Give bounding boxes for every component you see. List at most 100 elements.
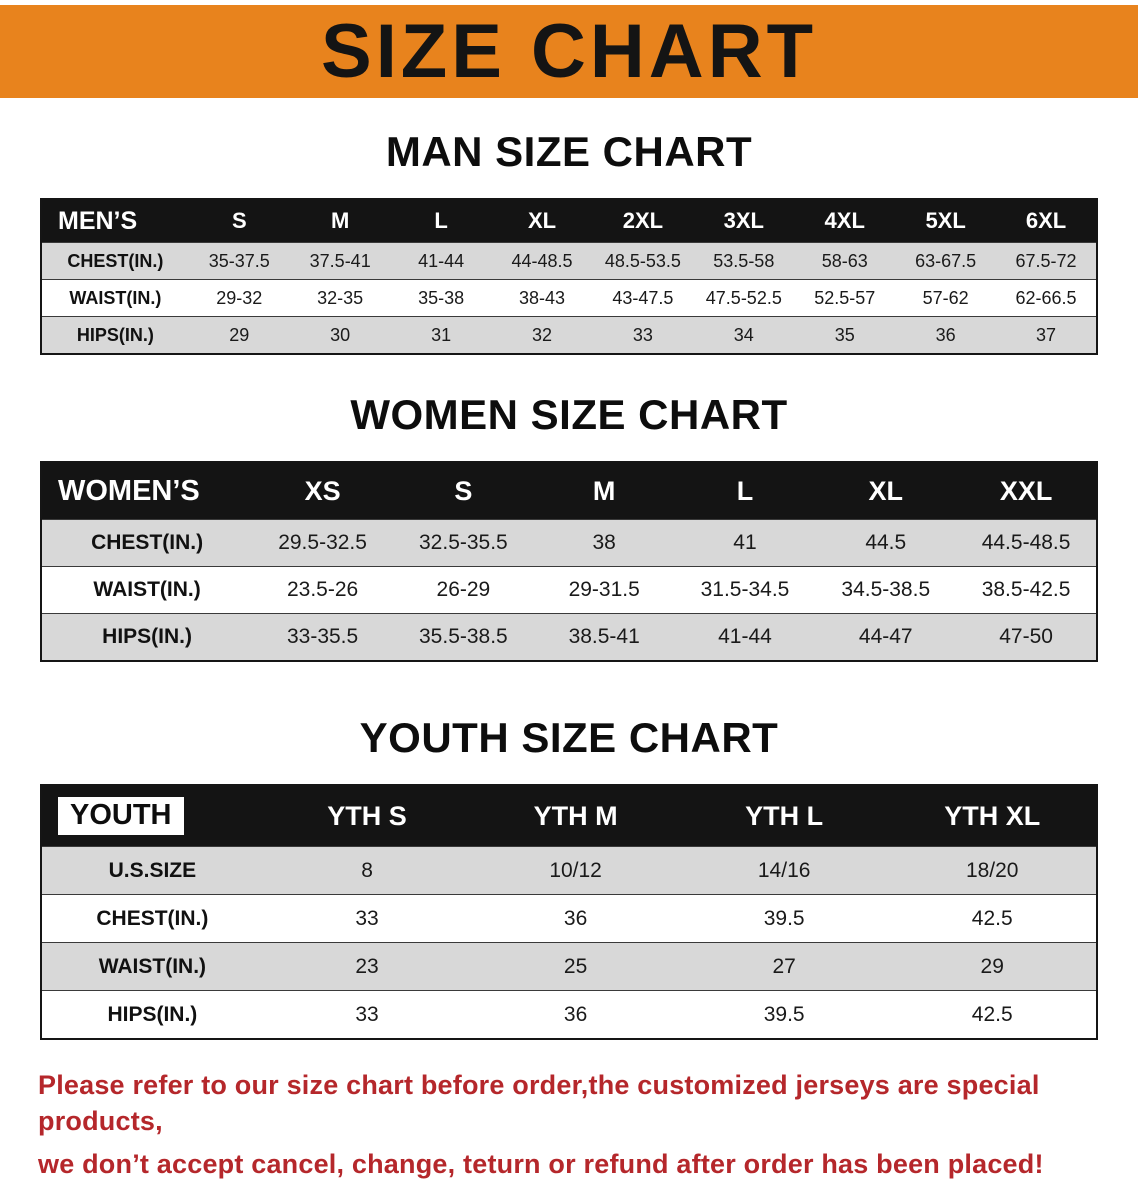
size-value: 32-35	[317, 287, 364, 308]
size-column-header: M	[289, 199, 391, 243]
size-value: 37	[1036, 324, 1057, 345]
size-value: 41-44	[418, 250, 465, 271]
size-column-header: XS	[252, 462, 393, 520]
size-value: 58-63	[821, 250, 868, 271]
size-column-header-text: M	[592, 475, 616, 506]
measurement-label: WAIST(IN.)	[98, 954, 207, 978]
table-corner-label-text: YOUTH	[58, 797, 184, 835]
size-value: 44-47	[858, 625, 913, 648]
size-value: 44.5	[865, 531, 907, 554]
size-value: 39.5	[763, 906, 805, 930]
size-value: 41	[733, 531, 757, 554]
size-value: 18/20	[965, 858, 1019, 882]
size-value: 62-66.5	[1015, 287, 1077, 308]
size-value: 36	[563, 906, 588, 930]
size-value: 34	[733, 324, 754, 345]
size-value: 32	[531, 324, 553, 345]
size-value: 29	[980, 954, 1004, 978]
measurement-label: HIPS(IN.)	[102, 625, 193, 648]
size-value: 44.5-48.5	[981, 531, 1071, 554]
table-row: WAIST(IN.) 29-32 32-35 35-38 38-43 43-47.5 47.…	[41, 279, 1097, 317]
size-column-header-text: L	[736, 475, 754, 506]
measurement-label: CHEST(IN.)	[91, 531, 204, 554]
banner: SIZE CHART	[0, 5, 1138, 98]
size-value: 43-47.5	[612, 287, 674, 308]
table-row: CHEST(IN.) 35-37.5 37.5-41 41-44 44-48.5 48.5…	[41, 242, 1097, 280]
size-value: 8	[361, 858, 373, 882]
size-value: 26-29	[436, 578, 491, 601]
size-value: 48.5-53.5	[604, 250, 681, 271]
women-size-section: WOMEN SIZE CHART WOMEN’S XS S M L XL XXL CHEST(…	[0, 391, 1138, 662]
size-value: 36	[935, 324, 956, 345]
table-corner-label: WOMEN’S	[41, 462, 253, 520]
size-value: 57-62	[922, 287, 969, 308]
size-value: 33-35.5	[286, 625, 359, 648]
size-value: 38	[592, 531, 616, 554]
size-column-header: L	[390, 199, 492, 243]
size-column-header: YTH M	[471, 785, 680, 847]
table-corner-label-text: WOMEN’S	[58, 474, 200, 507]
size-chart-page: SIZE CHART MAN SIZE CHART MEN’S S M L XL 2XL 3…	[0, 5, 1138, 1183]
size-column-header: YTH L	[679, 785, 889, 847]
table-row: CHEST(IN.) 33 36 39.5 42.5	[41, 894, 1097, 943]
size-value: 37.5-41	[309, 250, 371, 271]
size-value: 39.5	[763, 1002, 805, 1026]
measurement-label: WAIST(IN.)	[93, 578, 201, 601]
size-value: 41-44	[718, 625, 772, 648]
size-value: 10/12	[549, 858, 602, 882]
table-row: HIPS(IN.) 33 36 39.5 42.5	[41, 990, 1097, 1039]
size-column-header-text: YTH M	[533, 800, 618, 831]
size-value: 47-50	[999, 625, 1053, 648]
size-column-header-text: YTH S	[327, 800, 407, 831]
size-value: 35	[834, 324, 855, 345]
size-value: 33	[355, 1002, 379, 1026]
youth-section-heading: YOUTH SIZE CHART	[359, 714, 779, 761]
size-value: 67.5-72	[1015, 250, 1077, 271]
table-row: U.S.SIZE 8 10/12 14/16 18/20	[41, 846, 1097, 895]
size-column-header-text: XS	[304, 475, 341, 506]
table-row: WAIST(IN.) 23.5-26 26-29 29-31.5 31.5-34.5 34…	[41, 566, 1097, 614]
size-column-header-text: XL	[527, 208, 557, 233]
men-size-table: MEN’S S M L XL 2XL 3XL 4XL 5XL 6XL CHEST(IN.) 35-37…	[40, 198, 1098, 355]
size-column-header: YTH XL	[888, 785, 1097, 847]
size-column-header-text: L	[434, 208, 448, 233]
size-column-header-text: XXL	[999, 475, 1053, 506]
size-value: 35-38	[418, 287, 465, 308]
disclaimer-line-1: Please refer to our size chart before or…	[38, 1070, 1040, 1136]
size-column-header-text: 2XL	[622, 208, 664, 233]
women-size-table: WOMEN’S XS S M L XL XXL CHEST(IN.) 29.5-32.5 32.5…	[40, 461, 1098, 662]
size-value: 31.5-34.5	[700, 578, 790, 601]
table-row: HIPS(IN.) 29 30 31 32 33 34 35 36 37	[41, 316, 1097, 354]
size-column-header: 2XL	[592, 199, 694, 243]
size-value: 32.5-35.5	[419, 531, 508, 554]
size-column-header: YTH S	[262, 785, 472, 847]
size-value: 27	[772, 954, 796, 978]
size-value: 42.5	[971, 906, 1013, 930]
size-value: 42.5	[971, 1002, 1013, 1026]
size-column-header-text: M	[331, 208, 350, 233]
size-column-header: XL	[815, 462, 957, 520]
size-value: 38-43	[518, 287, 566, 308]
table-row: HIPS(IN.) 33-35.5 35.5-38.5 38.5-41 41-44 44-…	[41, 613, 1097, 661]
size-column-header-text: YTH L	[745, 800, 824, 831]
size-column-header-text: 6XL	[1025, 208, 1067, 233]
size-column-header: L	[674, 462, 816, 520]
measurement-label: WAIST(IN.)	[69, 287, 162, 308]
size-value: 29.5-32.5	[278, 531, 367, 554]
size-value: 53.5-58	[713, 250, 775, 271]
size-column-header: M	[533, 462, 675, 520]
table-corner-label: YOUTH	[41, 785, 263, 847]
measurement-label: HIPS(IN.)	[107, 1002, 198, 1026]
size-value: 30	[330, 324, 351, 345]
size-value: 29	[229, 324, 250, 345]
size-value: 34.5-38.5	[841, 578, 931, 601]
size-value: 44-48.5	[511, 250, 573, 271]
size-value: 35.5-38.5	[419, 625, 508, 648]
table-row: CHEST(IN.) 29.5-32.5 32.5-35.5 38 41 44.5 44.5…	[41, 519, 1097, 567]
measurement-label: U.S.SIZE	[108, 858, 197, 882]
size-column-header: 5XL	[895, 199, 997, 243]
size-value: 33	[355, 906, 379, 930]
size-column-header: 6XL	[996, 199, 1097, 243]
size-value: 33	[632, 324, 653, 345]
women-section-heading: WOMEN SIZE CHART	[350, 391, 788, 438]
